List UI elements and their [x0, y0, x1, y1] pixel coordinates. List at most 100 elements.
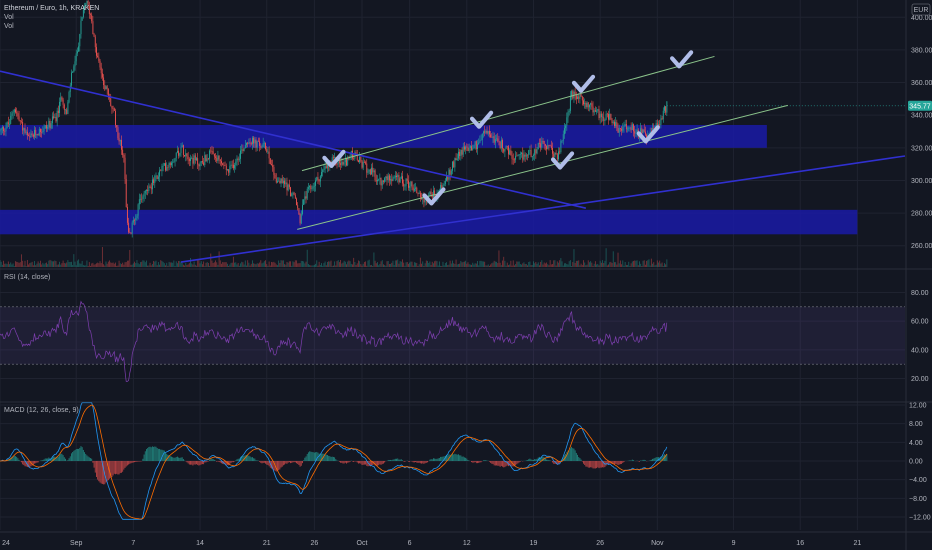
- candle-body[interactable]: [543, 141, 545, 145]
- candle-body[interactable]: [122, 149, 124, 155]
- candle-body[interactable]: [606, 113, 608, 115]
- candle-body[interactable]: [432, 190, 434, 198]
- candle-body[interactable]: [322, 170, 324, 173]
- candle-body[interactable]: [553, 153, 555, 157]
- candle-body[interactable]: [175, 152, 177, 159]
- candle-body[interactable]: [642, 129, 644, 134]
- candle-body[interactable]: [547, 145, 549, 150]
- candle-body[interactable]: [29, 136, 31, 138]
- candle-body[interactable]: [361, 160, 363, 168]
- candle-body[interactable]: [204, 155, 206, 165]
- check-icon[interactable]: [636, 125, 660, 144]
- candle-body[interactable]: [191, 157, 193, 159]
- candle-body[interactable]: [574, 91, 576, 95]
- candle-body[interactable]: [530, 150, 532, 157]
- candle-body[interactable]: [580, 93, 582, 97]
- candle-body[interactable]: [17, 113, 19, 117]
- candle-body[interactable]: [22, 121, 24, 131]
- candle-body[interactable]: [321, 172, 322, 177]
- candle-body[interactable]: [625, 123, 627, 130]
- candle-body[interactable]: [299, 214, 301, 224]
- candle-body[interactable]: [240, 150, 241, 159]
- candle-body[interactable]: [31, 133, 33, 135]
- candle-body[interactable]: [194, 155, 196, 161]
- lower-zone[interactable]: [0, 209, 858, 235]
- candle-body[interactable]: [119, 140, 121, 142]
- candle-body[interactable]: [424, 198, 426, 203]
- ascending-trendline[interactable]: [180, 155, 906, 263]
- candle-body[interactable]: [334, 156, 336, 158]
- candle-body[interactable]: [616, 122, 618, 129]
- candle-body[interactable]: [100, 67, 102, 74]
- candle-body[interactable]: [271, 164, 272, 165]
- candle-body[interactable]: [599, 113, 601, 119]
- candle-body[interactable]: [571, 91, 573, 97]
- candle-body[interactable]: [456, 158, 458, 160]
- candle-body[interactable]: [130, 233, 132, 234]
- candle-body[interactable]: [165, 163, 166, 171]
- candle-body[interactable]: [419, 192, 421, 198]
- candle-body[interactable]: [385, 176, 387, 179]
- candle-body[interactable]: [534, 149, 536, 156]
- candle-body[interactable]: [337, 159, 339, 165]
- candle-body[interactable]: [341, 161, 343, 165]
- candle-body[interactable]: [622, 127, 624, 131]
- candle-body[interactable]: [404, 185, 406, 187]
- candle-body[interactable]: [312, 186, 314, 189]
- candle-body[interactable]: [230, 164, 232, 167]
- candle-body[interactable]: [110, 98, 112, 106]
- candle-body[interactable]: [510, 150, 512, 155]
- candle-body[interactable]: [6, 122, 8, 128]
- check-icon[interactable]: [670, 50, 694, 69]
- candle-body[interactable]: [646, 134, 648, 140]
- candle-body[interactable]: [315, 180, 317, 186]
- candle-body[interactable]: [313, 185, 315, 187]
- candle-body[interactable]: [367, 171, 369, 173]
- candle-body[interactable]: [91, 14, 93, 22]
- candle-body[interactable]: [359, 156, 361, 163]
- candle-body[interactable]: [506, 146, 508, 147]
- candle-body[interactable]: [605, 113, 607, 120]
- candle-body[interactable]: [198, 164, 200, 167]
- candle-body[interactable]: [387, 175, 389, 180]
- candle-body[interactable]: [134, 219, 136, 221]
- candle-body[interactable]: [644, 131, 646, 135]
- candle-body[interactable]: [590, 103, 592, 105]
- candle-body[interactable]: [374, 170, 376, 181]
- candle-body[interactable]: [277, 181, 278, 183]
- candle-body[interactable]: [216, 157, 218, 161]
- candle-body[interactable]: [369, 169, 371, 175]
- candle-body[interactable]: [656, 123, 658, 126]
- candle-body[interactable]: [54, 116, 56, 118]
- candle-body[interactable]: [140, 198, 141, 200]
- candle-body[interactable]: [148, 186, 150, 192]
- candle-body[interactable]: [18, 116, 20, 121]
- candle-body[interactable]: [615, 122, 617, 127]
- candle-body[interactable]: [231, 164, 233, 166]
- candle-body[interactable]: [261, 147, 263, 148]
- candle-body[interactable]: [1, 127, 3, 129]
- candle-body[interactable]: [162, 165, 164, 167]
- candle-body[interactable]: [167, 167, 169, 168]
- candle-body[interactable]: [179, 153, 181, 156]
- candle-body[interactable]: [279, 180, 281, 184]
- candle-body[interactable]: [627, 128, 628, 130]
- candle-body[interactable]: [324, 166, 326, 170]
- candle-body[interactable]: [655, 123, 657, 127]
- candle-body[interactable]: [44, 125, 46, 129]
- candle-body[interactable]: [563, 128, 565, 135]
- candle-body[interactable]: [634, 131, 636, 134]
- candle-body[interactable]: [581, 96, 583, 101]
- candle-body[interactable]: [97, 55, 99, 58]
- candle-body[interactable]: [513, 159, 515, 161]
- candle-body[interactable]: [181, 145, 183, 148]
- candle-body[interactable]: [61, 97, 63, 100]
- candle-body[interactable]: [309, 185, 311, 188]
- candle-body[interactable]: [221, 161, 222, 164]
- candle-body[interactable]: [74, 61, 76, 67]
- candle-body[interactable]: [218, 155, 220, 160]
- candle-body[interactable]: [142, 196, 144, 200]
- candle-body[interactable]: [366, 163, 368, 173]
- time-axis[interactable]: 24 Sep 7 14 21 26 Oct 6 12 19 26 Nov 9 16 21: [2, 540, 861, 547]
- candle-body[interactable]: [0, 128, 2, 130]
